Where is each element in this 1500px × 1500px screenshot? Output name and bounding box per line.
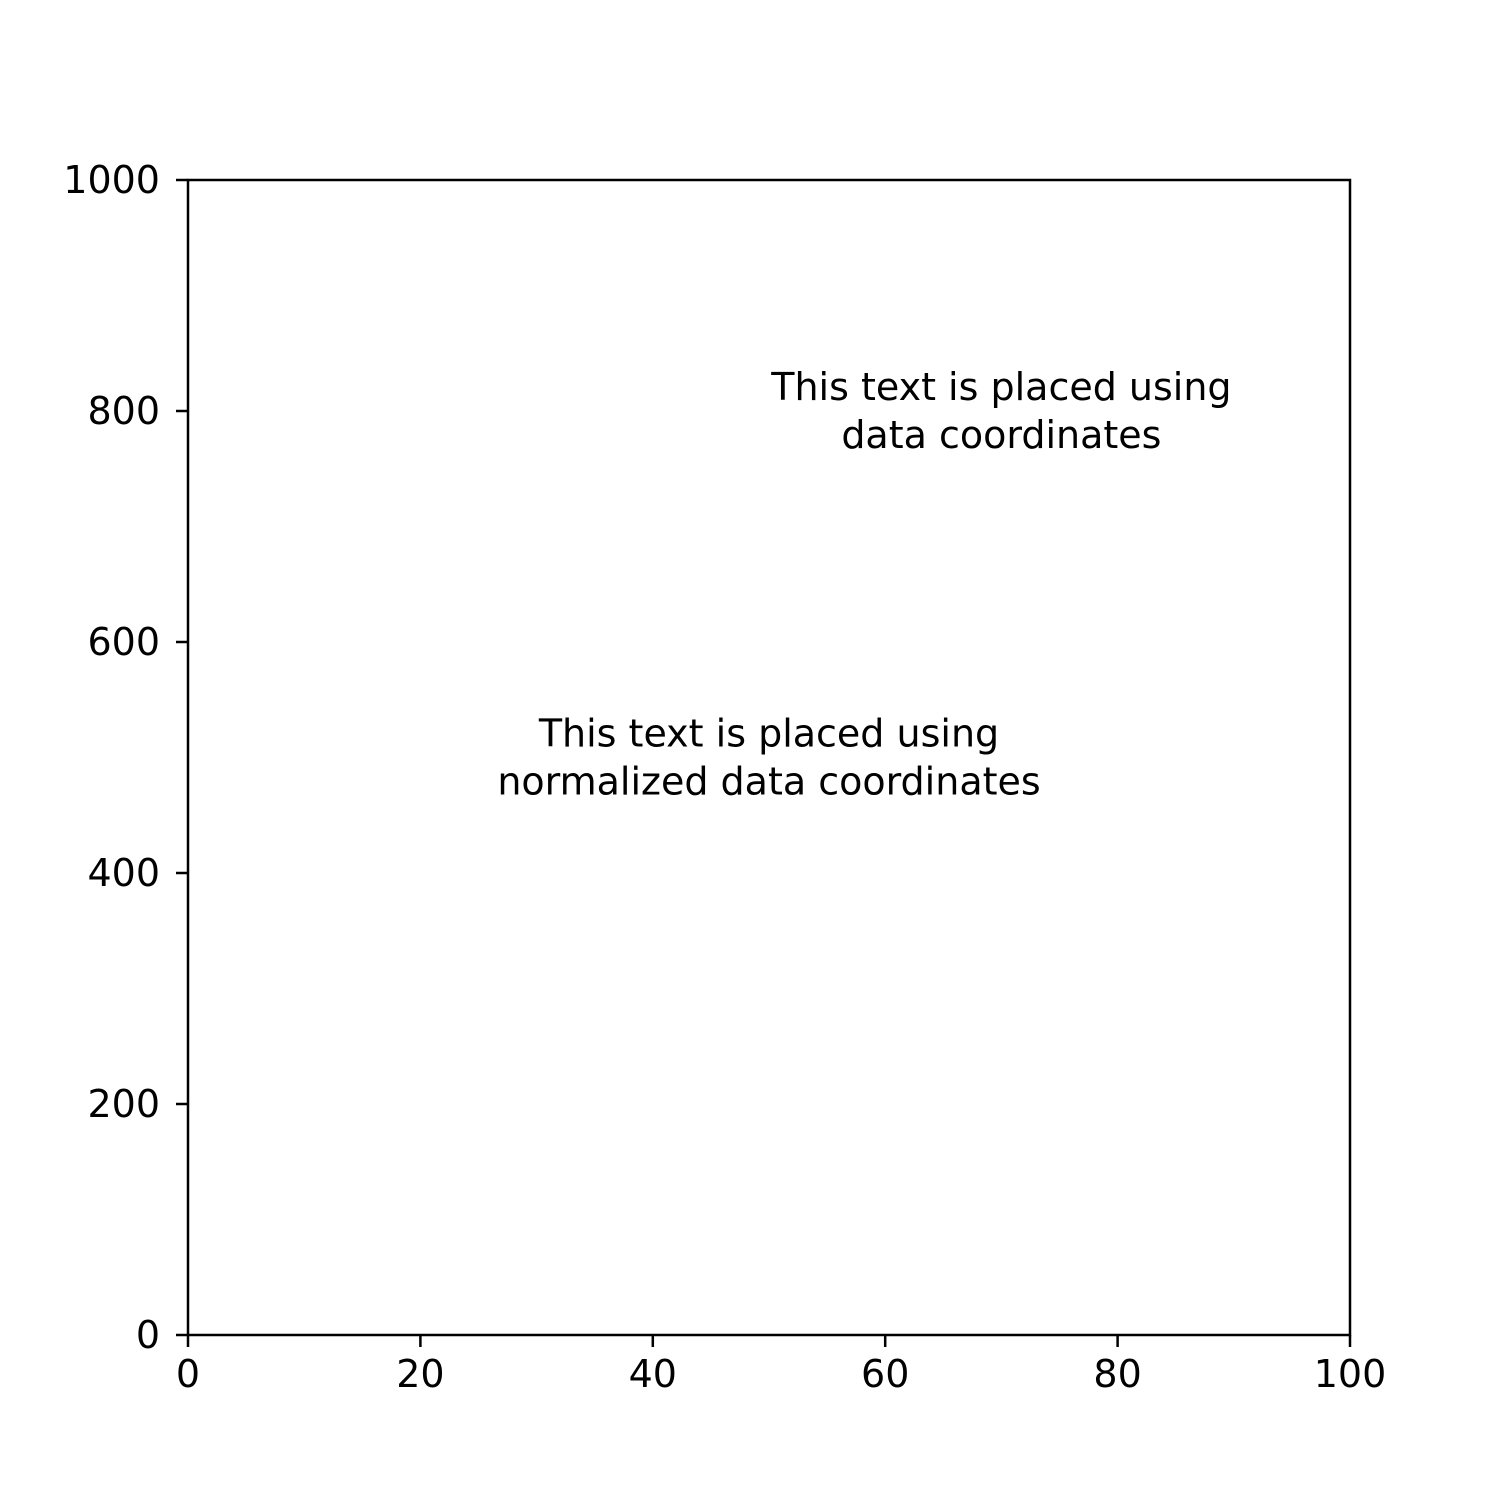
x-tick-label: 20 <box>396 1352 444 1396</box>
x-tick-label: 80 <box>1093 1352 1141 1396</box>
x-tick-label: 40 <box>629 1352 677 1396</box>
y-tick-label: 1000 <box>63 158 160 202</box>
y-tick-label: 0 <box>136 1313 160 1357</box>
annotation-line: data coordinates <box>841 413 1161 457</box>
y-tick-label: 200 <box>87 1082 160 1126</box>
x-tick-label: 100 <box>1314 1352 1387 1396</box>
plot-area: 0 20 40 60 80 100 0 200 400 600 800 1000 This text… <box>63 158 1386 1396</box>
x-axis: 0 20 40 60 80 100 <box>176 1335 1386 1396</box>
axes-frame <box>186 178 1352 1337</box>
annotation-line: This text is placed using <box>538 712 999 756</box>
y-tick-label: 800 <box>87 389 160 433</box>
annotation-line: This text is placed using <box>770 365 1231 409</box>
x-tick-label: 0 <box>176 1352 200 1396</box>
y-tick-label: 600 <box>87 620 160 664</box>
x-tick-label: 60 <box>861 1352 909 1396</box>
y-tick-label: 400 <box>87 851 160 895</box>
annotation-line: normalized data coordinates <box>497 760 1040 804</box>
y-axis: 0 200 400 600 800 1000 <box>63 158 188 1357</box>
